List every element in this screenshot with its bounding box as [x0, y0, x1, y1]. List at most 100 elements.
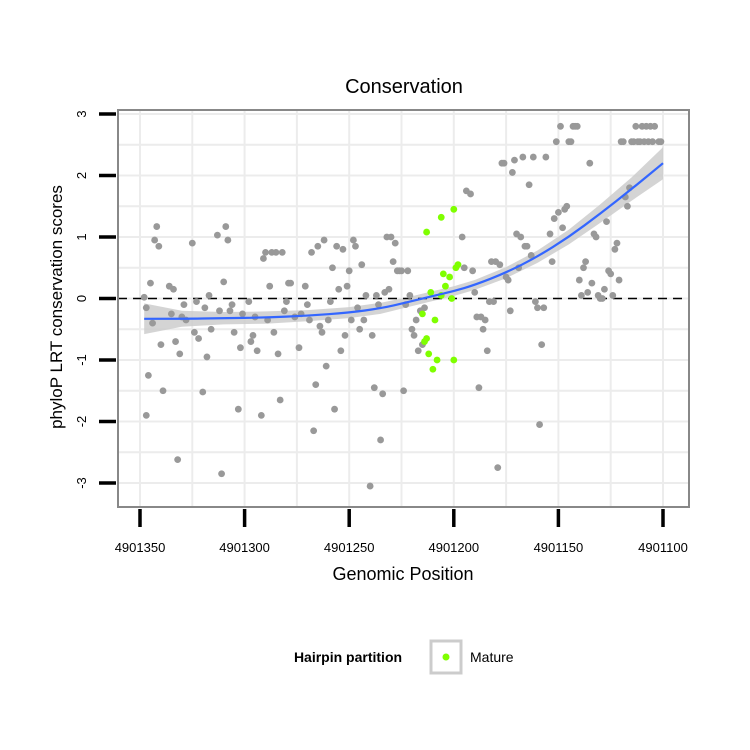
point-other — [190, 328, 198, 336]
point-other — [280, 307, 288, 315]
point-mature — [433, 356, 441, 364]
point-other — [201, 304, 209, 312]
point-other — [552, 138, 560, 146]
point-other — [224, 236, 232, 244]
point-other — [354, 304, 361, 312]
point-other — [366, 482, 374, 490]
point-other — [335, 285, 343, 293]
point-other — [157, 341, 165, 349]
trend-line-layer — [144, 162, 664, 320]
point-other — [266, 282, 274, 290]
point-other — [559, 224, 566, 232]
point-other — [345, 267, 353, 275]
points-other-layer — [140, 122, 665, 490]
point-other — [188, 239, 196, 247]
point-other — [611, 245, 619, 253]
point-other — [598, 295, 606, 302]
point-other — [615, 276, 623, 284]
point-other — [151, 236, 159, 244]
point-mature — [427, 288, 435, 296]
point-mature — [423, 228, 431, 236]
point-mature — [446, 273, 454, 281]
point-mature — [425, 350, 433, 358]
point-other — [278, 248, 286, 256]
point-other — [421, 304, 428, 312]
point-other — [230, 328, 238, 336]
point-other — [506, 307, 514, 315]
point-other — [239, 310, 246, 318]
point-other — [324, 316, 332, 324]
y-axis-label: phyloP LRT conservation scores — [47, 185, 66, 429]
point-other — [362, 292, 370, 299]
point-other — [270, 328, 278, 336]
point-mature — [454, 261, 462, 269]
point-other — [144, 371, 152, 379]
point-other — [406, 292, 414, 299]
point-other — [391, 239, 399, 247]
point-other — [341, 332, 349, 339]
point-other — [320, 236, 328, 244]
point-other — [142, 411, 150, 419]
point-other — [523, 242, 531, 250]
point-other — [172, 338, 179, 345]
y-tick-label: -1 — [74, 354, 89, 366]
trend-line — [144, 162, 664, 320]
point-other — [274, 350, 282, 358]
point-other — [316, 322, 324, 330]
point-mature — [423, 335, 431, 342]
point-other — [467, 190, 474, 198]
legend-key-box — [429, 639, 463, 675]
point-other — [337, 347, 345, 355]
point-other — [167, 310, 175, 318]
point-other — [389, 258, 397, 265]
point-other — [538, 341, 546, 349]
point-other — [222, 223, 230, 230]
point-other — [237, 344, 244, 352]
point-other — [159, 387, 167, 395]
point-other — [142, 304, 150, 312]
point-other — [586, 159, 594, 167]
point-other — [410, 332, 418, 339]
point-other — [329, 264, 336, 272]
point-other — [260, 255, 267, 262]
point-other — [234, 405, 242, 413]
point-other — [563, 202, 571, 210]
point-other — [483, 347, 491, 355]
points-mature-layer — [419, 205, 462, 373]
plot-border — [117, 109, 690, 508]
point-other — [387, 233, 395, 241]
point-other — [458, 233, 466, 241]
legend-entry-mature: Mature — [470, 649, 514, 665]
point-other — [573, 122, 581, 130]
y-tick-label: 0 — [74, 295, 89, 302]
point-other — [580, 264, 587, 272]
point-other — [500, 159, 508, 167]
point-other — [527, 252, 535, 259]
legend-key-mature-marker — [442, 653, 450, 661]
point-other — [578, 292, 585, 299]
point-other — [310, 427, 318, 435]
point-other — [511, 156, 518, 164]
point-other — [195, 335, 202, 342]
y-tick-label: -2 — [74, 416, 89, 428]
x-tick-label: 4901250 — [324, 540, 375, 555]
point-other — [314, 242, 322, 250]
point-other — [375, 301, 382, 309]
point-other — [575, 276, 583, 284]
point-other — [352, 242, 359, 250]
point-mature — [450, 205, 458, 213]
x-tick-label: 4901150 — [534, 540, 584, 555]
point-other — [253, 347, 261, 355]
legend: Hairpin partition Mature — [294, 639, 514, 675]
point-other — [322, 362, 330, 370]
point-other — [147, 279, 154, 287]
point-other — [460, 264, 468, 272]
point-other — [349, 236, 357, 244]
point-other — [205, 292, 213, 299]
point-other — [469, 267, 477, 275]
point-other — [193, 298, 200, 305]
point-other — [567, 138, 575, 146]
point-other — [308, 248, 315, 256]
point-other — [306, 316, 313, 324]
